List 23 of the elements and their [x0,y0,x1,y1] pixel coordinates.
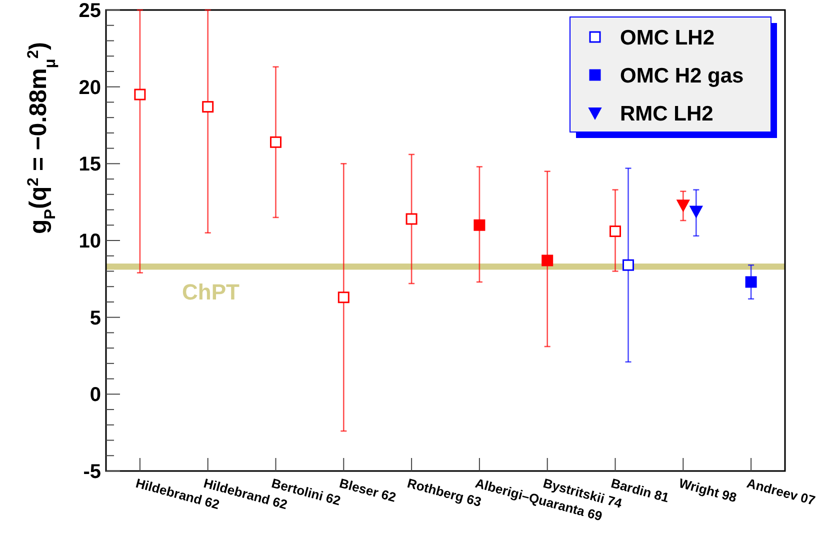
legend-label: RMC LH2 [620,102,714,126]
point [610,226,621,238]
point [676,200,690,212]
y-tick-label: 25 [78,0,101,22]
y-tick-label: 20 [78,76,101,99]
point [745,276,757,288]
point [270,136,282,148]
y-tick-label: 15 [78,154,101,176]
point [134,88,146,100]
y-tick-label: 10 [78,230,101,252]
point [338,292,350,304]
y-tick-label: 0 [90,384,101,406]
legend-label: OMC H2 gas [620,64,744,88]
band-label: ChPT [182,280,240,305]
point [406,213,418,225]
legend-label: OMC LH2 [620,26,714,50]
y-tick-label: -5 [83,461,101,483]
point [474,219,486,231]
y-tick-label: 5 [90,307,101,330]
point [542,254,554,266]
x-tick-label: Andreev 07 [745,475,817,508]
x-tick-label: Wright 98 [677,475,738,506]
point [202,101,214,113]
